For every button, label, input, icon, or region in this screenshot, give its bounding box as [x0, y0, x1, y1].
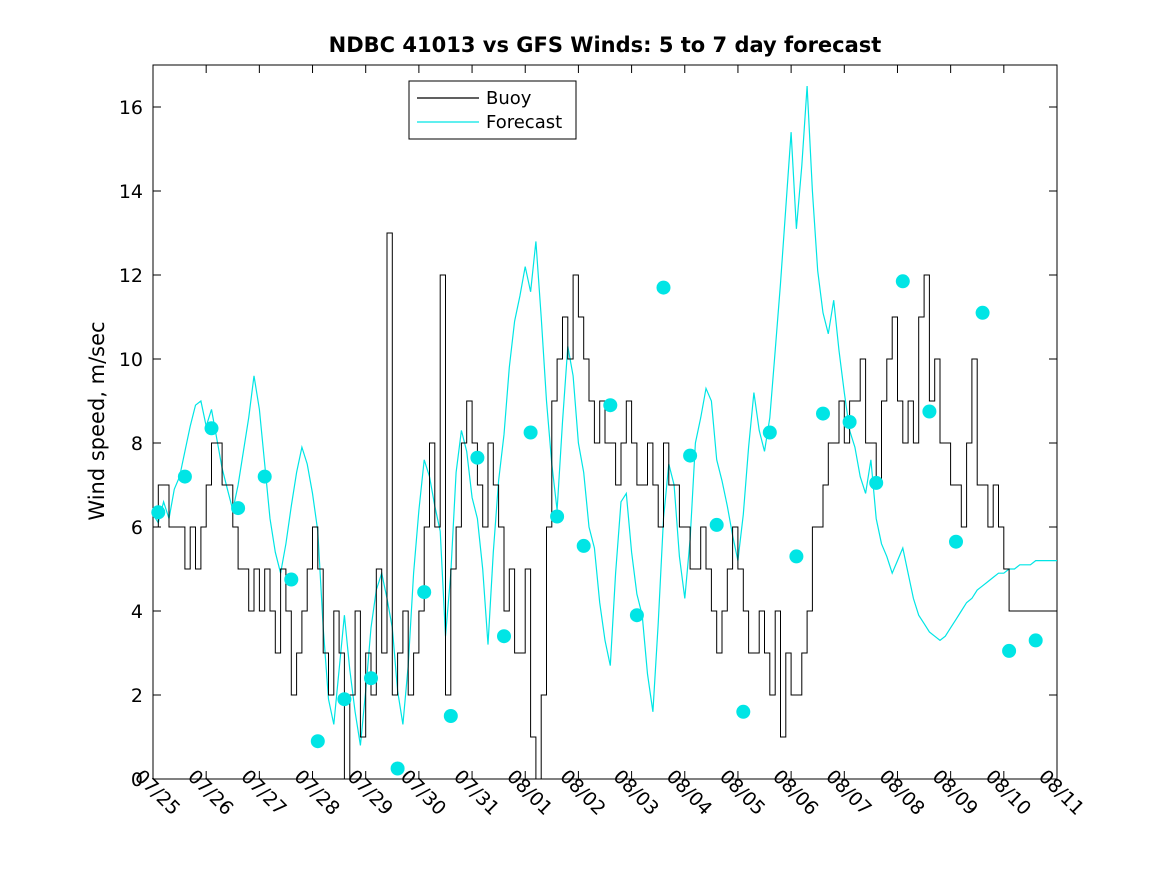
y-tick-label: 0	[131, 769, 143, 791]
y-tick-label: 12	[119, 265, 143, 287]
forecast-marker	[364, 671, 378, 686]
forecast-marker	[550, 509, 565, 524]
y-tick-label: 16	[119, 97, 143, 119]
legend-label-buoy: Buoy	[486, 88, 532, 109]
forecast-marker	[842, 415, 857, 429]
y-tick-label: 4	[131, 601, 143, 623]
y-axis-label: Wind speed, m/sec	[85, 321, 109, 520]
forecast-marker	[922, 404, 937, 419]
forecast-marker	[443, 709, 458, 723]
y-tick-label: 10	[119, 349, 143, 371]
forecast-marker	[629, 608, 644, 623]
forecast-marker	[497, 629, 511, 644]
forecast-marker	[683, 448, 698, 463]
forecast-marker	[1002, 643, 1017, 658]
forecast-marker	[523, 425, 538, 440]
forecast-marker	[177, 469, 192, 484]
forecast-marker	[816, 406, 830, 421]
forecast-marker	[417, 585, 432, 600]
forecast-marker	[310, 734, 325, 749]
forecast-marker	[736, 704, 751, 719]
y-tick-label: 6	[131, 517, 143, 539]
forecast-marker	[257, 469, 272, 484]
legend-box	[408, 80, 577, 140]
forecast-marker	[895, 274, 910, 289]
forecast-marker	[789, 549, 804, 564]
forecast-marker	[470, 450, 485, 465]
forecast-marker	[762, 425, 777, 440]
forecast-marker	[576, 538, 591, 553]
forecast-marker	[975, 305, 990, 320]
series-line-buoy	[153, 232, 1057, 780]
forecast-marker	[709, 517, 724, 532]
forecast-marker	[337, 692, 352, 707]
chart-title: NDBC 41013 vs GFS Winds: 5 to 7 day fore…	[329, 33, 882, 57]
forecast-marker	[284, 572, 299, 587]
forecast-marker	[151, 505, 166, 520]
axes-box	[152, 64, 1058, 780]
forecast-marker	[949, 534, 963, 549]
forecast-marker	[603, 398, 618, 413]
forecast-marker	[1028, 633, 1043, 648]
legend: Buoy Forecast	[408, 80, 577, 140]
series-line-forecast	[152, 85, 1057, 746]
forecast-marker	[656, 280, 671, 295]
legend-label-forecast: Forecast	[486, 112, 562, 133]
y-tick-label: 2	[131, 685, 143, 707]
y-tick-label: 8	[131, 433, 143, 455]
y-tick-label: 14	[119, 181, 143, 203]
forecast-marker	[869, 475, 884, 490]
forecast-marker	[204, 421, 219, 436]
forecast-marker	[231, 501, 246, 516]
forecast-marker	[390, 761, 405, 776]
